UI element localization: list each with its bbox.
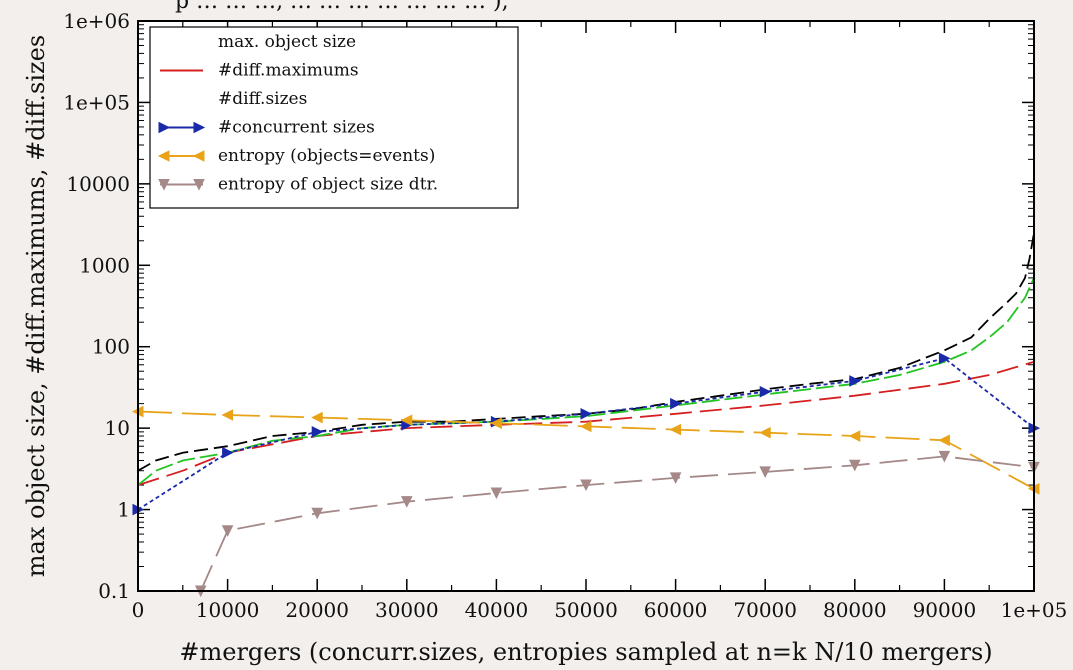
y-tick-label: 10000: [66, 172, 130, 196]
legend-label: #diff.sizes: [218, 89, 307, 109]
data-point: [670, 397, 682, 410]
legend-marker: [158, 121, 171, 134]
top-cropped-text: p … … …, … … … … … … … ),: [175, 0, 509, 14]
x-tick-label: 10000: [196, 598, 260, 622]
x-tick-label: 50000: [554, 598, 618, 622]
legend-label: #concurrent sizes: [218, 118, 375, 138]
x-tick-label: 90000: [913, 598, 977, 622]
legend-label: #diff.maximums: [218, 61, 359, 81]
legend-marker: [193, 121, 206, 134]
data-point: [759, 426, 771, 439]
data-point: [311, 507, 324, 520]
data-point: [580, 407, 593, 420]
data-point: [579, 420, 592, 433]
legend-marker: [193, 179, 205, 191]
data-point: [311, 426, 324, 438]
data-point: [311, 411, 323, 424]
x-axis-title: #mergers (concurr.sizes, entropies sampl…: [179, 638, 992, 666]
data-point: [490, 487, 503, 500]
y-tick-label: 100: [92, 335, 130, 359]
legend-box: [149, 26, 519, 209]
data-point: [221, 525, 234, 537]
series-4: [131, 405, 1040, 495]
y-tick-label: 1e+05: [63, 90, 130, 114]
series-3: [132, 352, 1041, 516]
legend-marker: [192, 150, 205, 162]
series-layer: [131, 232, 1041, 598]
data-point: [848, 430, 861, 442]
x-tick-label: 40000: [465, 598, 529, 622]
data-point: [848, 459, 861, 472]
data-point: [938, 434, 950, 447]
x-tick-label: 80000: [823, 598, 887, 622]
y-tick-label: 0.1: [98, 579, 130, 603]
data-point: [490, 417, 502, 430]
legend-marker: [158, 179, 170, 191]
x-tick-label: 20000: [285, 598, 349, 622]
x-tick-label: 60000: [644, 598, 708, 622]
x-tick-label: 1e+05: [1001, 598, 1068, 622]
data-point: [400, 414, 413, 427]
x-tick-label: 0: [132, 598, 145, 622]
y-tick-label: 10: [105, 416, 130, 440]
data-point: [221, 409, 234, 421]
legend-label: entropy of object size dtr.: [218, 175, 438, 195]
y-tick-label: 1000: [79, 253, 130, 277]
series-5: [194, 450, 1040, 598]
legend: max. object size #diff.maximums #diff.size…: [149, 26, 519, 209]
data-point: [938, 352, 951, 365]
x-tick-label: 70000: [733, 598, 797, 622]
data-point: [400, 496, 413, 508]
data-point: [222, 446, 234, 459]
legend-label: max. object size: [218, 32, 356, 52]
data-point: [580, 479, 592, 492]
plot-frame: [137, 20, 1035, 592]
x-tick-label: 30000: [375, 598, 439, 622]
axis-labels: 0 10000 20000 30000 40000 50000 60000 70000 8000…: [63, 9, 1067, 622]
data-point: [759, 385, 772, 398]
y-tick-label: 1: [117, 498, 130, 522]
y-axis-title: max object size, #diff.maximums, #diff.s…: [22, 35, 50, 577]
data-point: [849, 375, 861, 387]
data-point: [669, 472, 682, 485]
data-point: [669, 423, 682, 436]
legend-marker: [157, 150, 170, 162]
legend-label: entropy (objects=events): [218, 146, 435, 166]
y-tick-label: 1e+06: [63, 9, 130, 33]
data-point: [938, 450, 951, 463]
data-point: [759, 466, 772, 479]
